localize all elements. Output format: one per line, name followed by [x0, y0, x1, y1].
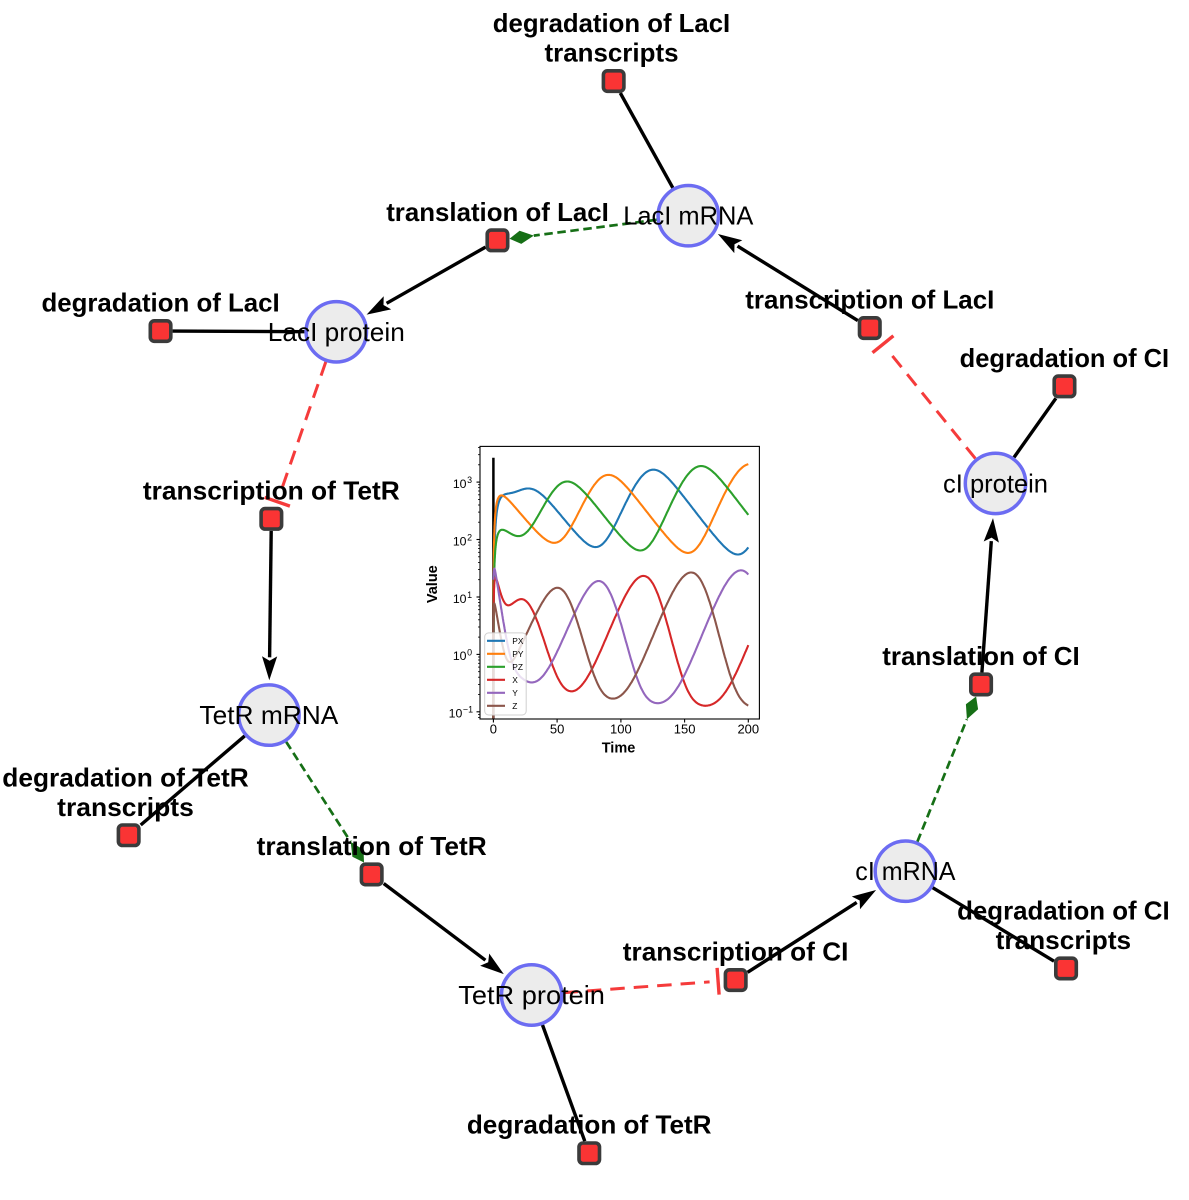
svg-text:transcripts: transcripts	[545, 38, 679, 68]
svg-text:degradation of LacI: degradation of LacI	[493, 8, 730, 38]
svg-text:LacI protein: LacI protein	[268, 317, 405, 347]
svg-text:PZ: PZ	[512, 662, 523, 672]
svg-text:transcripts: transcripts	[996, 925, 1132, 955]
svg-text:−1: −1	[463, 705, 473, 715]
svg-text:150: 150	[674, 721, 696, 736]
svg-text:10: 10	[453, 534, 467, 548]
svg-text:10: 10	[453, 477, 467, 491]
svg-text:cI mRNA: cI mRNA	[855, 856, 956, 886]
svg-text:LacI mRNA: LacI mRNA	[623, 201, 754, 231]
svg-text:transcripts: transcripts	[57, 792, 194, 822]
svg-text:degradation of CI: degradation of CI	[957, 896, 1170, 926]
svg-text:0: 0	[467, 647, 472, 657]
svg-text:PX: PX	[512, 636, 524, 646]
svg-text:degradation of TetR: degradation of TetR	[467, 1110, 712, 1140]
svg-text:Y: Y	[512, 688, 518, 698]
svg-text:2: 2	[467, 532, 472, 542]
svg-text:transcription of TetR: transcription of TetR	[143, 475, 400, 505]
svg-text:100: 100	[610, 721, 632, 736]
svg-text:Time: Time	[602, 741, 636, 757]
svg-text:Value: Value	[425, 565, 441, 603]
svg-text:degradation of LacI: degradation of LacI	[41, 288, 279, 318]
svg-text:cI protein: cI protein	[943, 468, 1048, 498]
svg-text:50: 50	[550, 721, 564, 736]
svg-text:10: 10	[453, 649, 467, 663]
svg-text:1: 1	[467, 590, 472, 600]
svg-text:200: 200	[737, 721, 759, 736]
svg-text:0: 0	[490, 721, 497, 736]
svg-text:PY: PY	[512, 649, 524, 659]
svg-text:translation of CI: translation of CI	[882, 641, 1080, 671]
svg-text:TetR mRNA: TetR mRNA	[199, 700, 339, 730]
svg-text:TetR protein: TetR protein	[458, 980, 605, 1010]
svg-text:transcription of LacI: transcription of LacI	[745, 285, 994, 315]
svg-text:10: 10	[449, 707, 463, 721]
svg-text:degradation of TetR: degradation of TetR	[2, 762, 249, 792]
svg-text:X: X	[512, 675, 518, 685]
svg-text:transcription of CI: transcription of CI	[623, 937, 849, 967]
svg-text:translation of LacI: translation of LacI	[386, 197, 609, 227]
svg-text:10: 10	[453, 592, 467, 606]
svg-text:3: 3	[467, 475, 472, 485]
svg-text:translation of TetR: translation of TetR	[257, 831, 487, 861]
svg-text:Z: Z	[512, 701, 517, 711]
svg-text:degradation of CI: degradation of CI	[960, 343, 1170, 373]
